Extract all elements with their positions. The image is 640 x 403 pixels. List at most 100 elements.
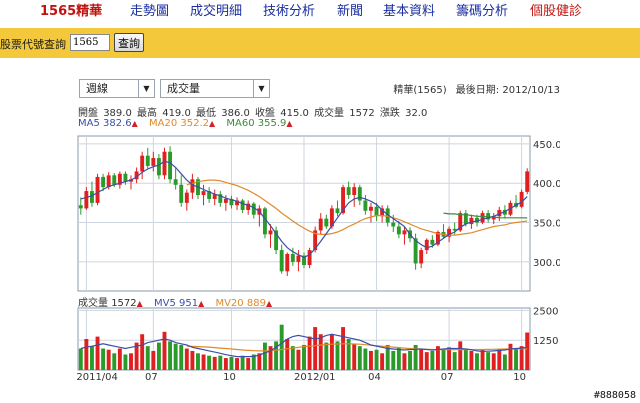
candle-body [519, 191, 524, 207]
candle-body [469, 217, 474, 225]
stock-search-bar: 股票代號查詢 查詢 [0, 28, 640, 58]
candle-body [207, 191, 212, 199]
stock-code-input[interactable] [70, 34, 110, 51]
indicator-select[interactable]: 成交量 ▼ [160, 79, 270, 98]
volume-bar [212, 356, 217, 370]
candle-body [363, 200, 368, 211]
volume-bar [419, 348, 424, 370]
candle-body [318, 218, 323, 231]
up-triangle-icon: ▲ [265, 299, 273, 308]
volume-bar [497, 348, 502, 370]
volume-bar [352, 343, 357, 370]
vol-legend-item: 成交量 1572▲ [78, 298, 146, 309]
ma60-label: MA60 [226, 118, 255, 129]
ma20-value: 352.2 [180, 118, 210, 129]
mv20-label: MV20 [215, 298, 244, 309]
candle-body [324, 218, 329, 227]
search-label: 股票代號查詢 [0, 38, 66, 51]
candle-body [190, 179, 195, 193]
nav-item-news[interactable]: 新聞 [337, 4, 364, 19]
nav-item-trade-details[interactable]: 成交明細 [190, 4, 243, 19]
volume-bar [357, 346, 362, 370]
volume-bar [514, 348, 519, 370]
last-date: 2012/10/13 [502, 85, 560, 96]
x-tick-label: 10 [513, 372, 526, 383]
nav-item-basic-info[interactable]: 基本資料 [383, 4, 436, 19]
ma5-label: MA5 [78, 118, 100, 129]
candle-body [179, 184, 184, 203]
volume-bar [380, 353, 385, 370]
up-triangle-icon: ▲ [286, 119, 293, 128]
candle-body [458, 213, 463, 231]
nav-item-stock-summary[interactable]: 1565精華 [40, 4, 103, 19]
candle-body [112, 175, 117, 185]
candle-body [497, 209, 502, 217]
high-value: 419.0 [162, 108, 191, 119]
volume-bar [385, 344, 390, 370]
volume-bar [502, 354, 507, 370]
volume-bar [268, 346, 273, 370]
candle-body [184, 192, 189, 203]
candle-body [374, 206, 379, 217]
candle-body [391, 222, 396, 227]
volume-bar [480, 349, 485, 370]
volume-tick-label: 2500 [533, 306, 558, 317]
candle-body [134, 171, 139, 180]
volume-legend: 成交量 1572▲ MV5 951▲ MV20 889▲ [78, 294, 280, 309]
volume-bar [475, 353, 479, 370]
candle-body [145, 155, 150, 166]
candle-body [357, 187, 362, 201]
ma5-value: 382.6 [103, 118, 132, 129]
volume-bar [346, 339, 351, 370]
candle-body [486, 213, 491, 220]
candle-body [447, 228, 452, 237]
candle-body [101, 176, 106, 188]
candle-body [212, 194, 217, 199]
candle-body [246, 203, 251, 210]
volume-bar [117, 348, 122, 370]
up-triangle-icon: ▲ [131, 119, 138, 128]
volume-bar [196, 353, 200, 370]
volume-bar [84, 339, 89, 370]
candle-body [369, 206, 373, 211]
volume-bar [369, 350, 373, 370]
volume-bar [435, 346, 440, 370]
stock-name: 精華(1565) [393, 85, 447, 96]
x-tick-label: 10 [223, 372, 236, 383]
price-tick-label: 350.0 [533, 219, 560, 230]
vol-label: 成交量 [78, 298, 108, 309]
volume-bar [447, 347, 452, 370]
volume-bar [341, 327, 346, 370]
mv5-label: MV5 [153, 298, 176, 309]
candle-body [329, 208, 334, 227]
volume-bar [430, 350, 435, 370]
volume-bar [290, 346, 295, 370]
ma20-line [186, 179, 528, 236]
volume-bar [262, 342, 267, 370]
search-button[interactable]: 查詢 [114, 33, 144, 52]
mv20-value: 889 [246, 298, 266, 309]
candle-body [335, 208, 340, 214]
mv20-legend-item: MV20 889▲ [215, 298, 272, 309]
candle-body [413, 238, 418, 264]
nav-item-trend-chart[interactable]: 走勢圖 [130, 4, 170, 19]
nav-item-chip-analysis[interactable]: 籌碼分析 [456, 4, 509, 19]
volume-bar [184, 348, 189, 370]
nav-item-technical-analysis[interactable]: 技術分析 [263, 4, 316, 19]
nav-item-stock-checkup[interactable]: 個股健診 [530, 4, 583, 19]
candle-body [341, 187, 346, 214]
candle-body [240, 200, 245, 210]
up-triangle-icon: ▲ [136, 299, 143, 308]
period-select[interactable]: 週線 ▼ [79, 79, 155, 98]
candle-body [106, 175, 111, 188]
price-tick-label: 400.0 [533, 179, 560, 190]
volume-bar [396, 347, 401, 370]
candle-body [502, 209, 507, 215]
volume-bar [296, 349, 301, 370]
volume-bar [229, 356, 234, 370]
volume-bar [486, 352, 491, 370]
candle-body [302, 255, 306, 266]
volume-bar [402, 353, 407, 370]
candle-body [307, 250, 312, 266]
candle-body [162, 151, 167, 176]
